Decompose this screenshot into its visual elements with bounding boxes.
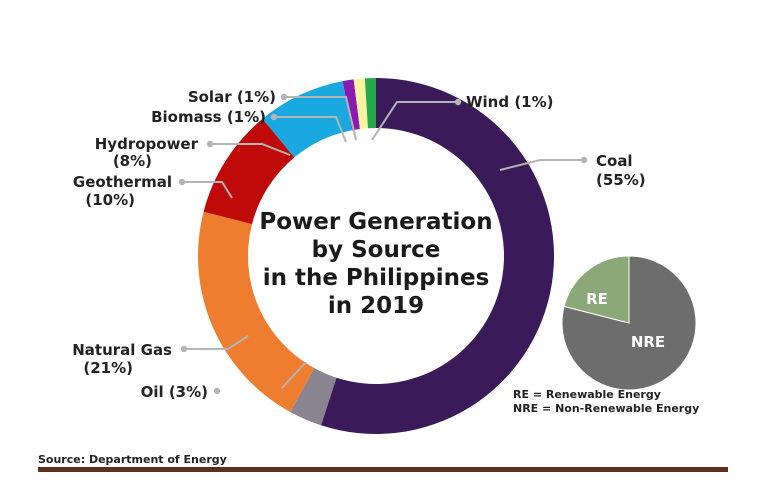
leader-coal <box>499 159 582 171</box>
slice-oil <box>290 368 337 426</box>
leader-wind <box>371 101 456 141</box>
label-coal: Coal <box>596 152 633 170</box>
leader-natural-gas-dot <box>180 345 188 353</box>
leader-wind-dot <box>454 98 462 106</box>
label-re: RE <box>586 290 608 308</box>
slice-labels: Coal (55%) Wind (1%) Solar (1%) Biomass … <box>72 88 645 401</box>
slice-solar <box>353 78 368 130</box>
slice-geothermal <box>203 118 295 225</box>
label-hydropower-pct: (8%) <box>113 152 152 170</box>
leader-oil <box>281 361 307 389</box>
label-solar: Solar (1%) <box>188 88 276 106</box>
re-nre-pie <box>561 255 697 391</box>
leader-natural-gas <box>186 335 249 350</box>
pie-slice-re <box>563 255 630 324</box>
legend-re-note: RE = Renewable Energy <box>513 388 661 401</box>
leader-lines <box>178 93 588 395</box>
label-coal-pct: (55%) <box>596 171 646 189</box>
title-line-1: Power Generation <box>259 209 492 235</box>
label-hydropower: Hydropower <box>95 135 199 153</box>
leader-hydropower-dot <box>206 140 214 148</box>
slice-biomass <box>342 79 360 131</box>
label-biomass: Biomass (1%) <box>151 108 266 126</box>
leader-oil-dot <box>213 387 221 395</box>
leader-geothermal <box>184 181 233 199</box>
leader-coal-dot <box>580 156 588 164</box>
bottom-rule <box>38 467 728 472</box>
leader-solar-dot <box>280 93 288 101</box>
label-oil: Oil (3%) <box>141 383 208 401</box>
label-natural-gas-pct: (21%) <box>83 359 133 377</box>
label-geothermal: Geothermal <box>73 173 172 191</box>
label-natural-gas: Natural Gas <box>72 341 172 359</box>
title-line-4: in 2019 <box>328 293 424 319</box>
leader-hydropower <box>212 143 291 156</box>
slice-wind <box>364 78 376 129</box>
leader-solar <box>286 96 357 141</box>
slice-coal <box>320 78 554 434</box>
label-wind: Wind (1%) <box>466 93 554 111</box>
leader-biomass <box>276 116 347 143</box>
leader-geothermal-dot <box>178 178 186 186</box>
legend-nre-note: NRE = Non-Renewable Energy <box>513 402 699 415</box>
title-line-3: in the Philippines <box>263 265 490 291</box>
source-note: Source: Department of Energy <box>38 453 227 466</box>
chart-title: Power Generation by Source in the Philip… <box>259 209 492 319</box>
leader-biomass-dot <box>270 113 278 121</box>
label-geothermal-pct: (10%) <box>85 191 135 209</box>
slice-natural-gas <box>198 211 315 412</box>
slice-hydropower <box>262 81 353 158</box>
donut-chart <box>198 78 554 434</box>
label-nre: NRE <box>631 333 665 351</box>
title-line-2: by Source <box>312 237 441 263</box>
